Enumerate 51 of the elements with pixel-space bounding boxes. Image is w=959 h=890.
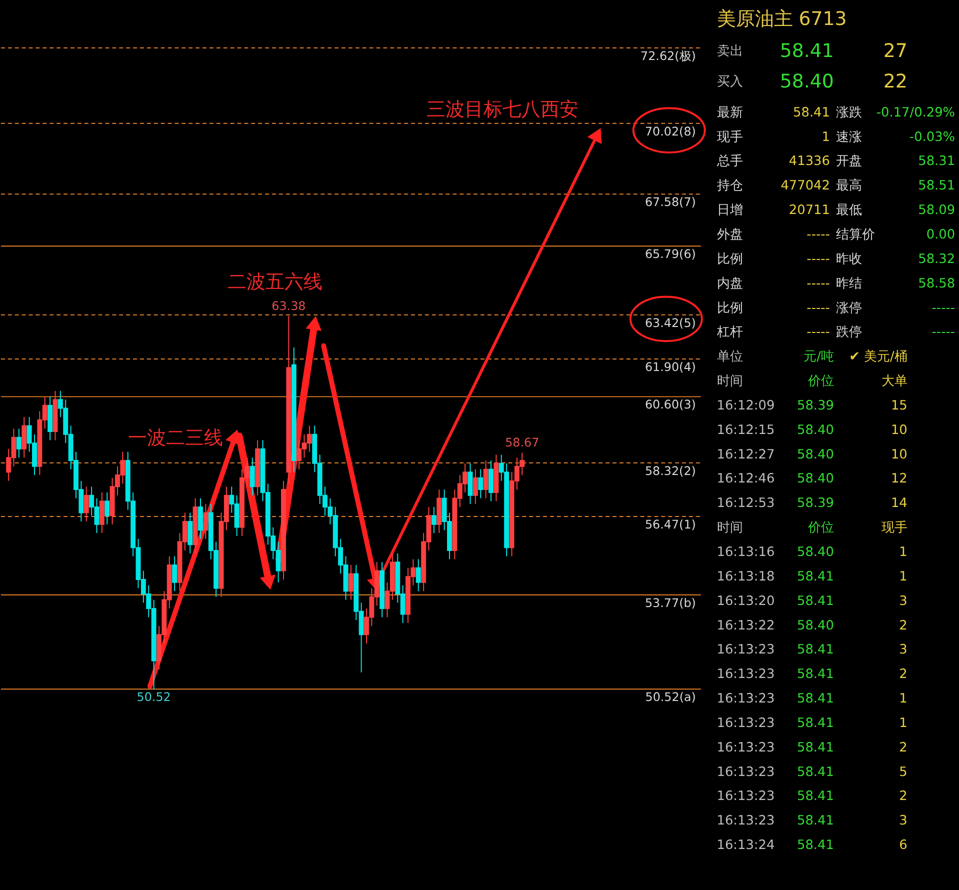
ref-line-label: 53.77(b) [644,596,696,610]
text: 16:13:16 58.40 1 [716,544,908,560]
text: 日增 20711 最低 58.09 [716,203,956,218]
text: 买入 58.40 22 [716,70,908,93]
text: 比例 ----- 涨停 ----- [716,300,956,316]
text: 16:13:23 58.41 2 [716,789,908,804]
text: 16:13:23 58.41 5 [716,764,908,780]
ref-line-label: 65.79(6) [644,247,696,262]
text: 16:12:53 58.39 14 [716,496,908,512]
ref-line-label: 60.60(3) [644,398,696,412]
ref-line-label: 50.52(a) [645,690,696,704]
annotation: 58.67 [505,436,540,450]
text: 16:12:27 58.40 10 [716,447,908,462]
annotation: 一波二三线 [128,427,224,450]
text: 16:12:15 58.40 10 [716,422,908,438]
text: 总手 41336 开盘 58.31 [716,154,956,170]
text: 时间 价位 现手 [716,520,908,536]
text: 现手 1 速涨 -0.03% [716,130,956,145]
text: 16:13:23 58.41 2 [716,740,908,756]
ref-line-label: 61.90(4) [644,360,696,374]
text: 16:13:22 58.40 2 [716,618,908,634]
text: 时间 价位 大单 [716,374,908,390]
text: 16:13:23 58.41 3 [716,642,908,658]
text: 单位 元/吨 ✔ 美元/桶 [716,350,908,365]
text: 16:12:46 58.40 12 [716,472,908,487]
ref-line-label: 67.58(7) [644,195,696,210]
annotation: 三波目标七八西安 [426,98,578,120]
text: 16:13:23 58.41 2 [716,667,908,682]
text: 16:12:09 58.39 15 [716,398,908,414]
text: 杠杆 ----- 跌停 ----- [716,325,956,340]
annotation: 50.52 [136,690,171,704]
ref-line-label: 63.42(5) [644,316,696,330]
ref-line-label: 56.47(1) [644,517,696,532]
text: 美原油主 6713 [716,8,847,30]
text: 16:13:18 58.41 1 [716,569,908,584]
ref-line-label: 70.02(8) [644,124,696,138]
ref-line-label: 58.32(2) [644,464,696,478]
annotation: 63.38 [272,299,306,314]
text: 最新 58.41 涨跌 -0.17/0.29% [716,105,956,120]
ref-line-label: 72.62(极) [640,48,696,63]
text: 16:13:24 58.41 6 [716,838,908,854]
text: 内盘 ----- 昨结 58.58 [716,276,956,292]
text: 外盘 ----- 结算价 0.00 [716,228,956,243]
text: 持仓 477042 最高 58.51 [716,178,956,194]
text: 16:13:23 58.41 1 [716,716,908,731]
text: 比例 ----- 昨收 58.32 [716,252,956,267]
text: 16:13:20 58.41 3 [716,594,908,609]
annotation: 二波五六线 [227,271,322,294]
text: 卖出 58.41 27 [716,40,908,62]
text: 16:13:23 58.41 3 [716,814,908,829]
text: 16:13:23 58.41 1 [716,692,908,707]
